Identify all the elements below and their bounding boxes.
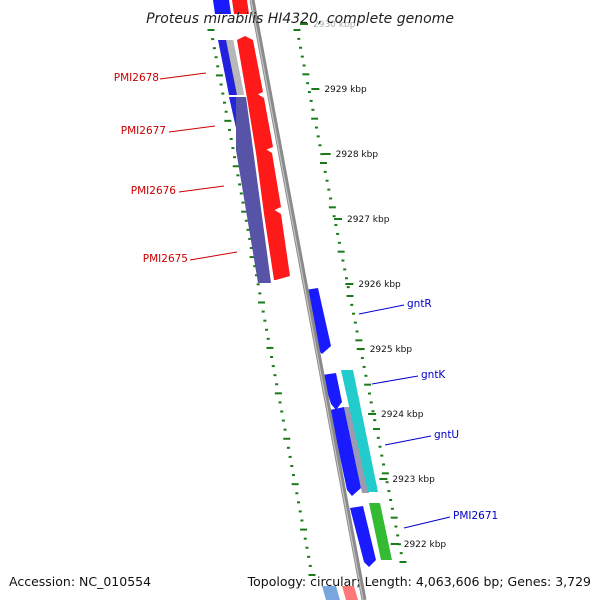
feature-red-2	[247, 93, 273, 153]
feature-blue-top	[213, 0, 231, 14]
callout-pmi2677	[168, 125, 216, 133]
left-labels: PMI2678 PMI2677 PMI2676 PMI2675	[114, 72, 238, 265]
callout-pmi2675	[189, 251, 238, 261]
scale-label-2929: 2929 kbp	[324, 85, 367, 95]
scale-labels: 2930 kbp 2929 kbp 2928 kbp 2927 kbp 2926 kbp…	[300, 20, 446, 550]
label-pmi2678: PMI2678	[114, 72, 159, 84]
feature-gntK	[322, 373, 342, 410]
label-gntK: gntK	[421, 369, 446, 381]
right-labels: gntR gntK gntU PMI2671	[358, 298, 498, 529]
feature-bottom-red	[342, 586, 358, 600]
feature-cyan	[341, 370, 378, 492]
backbone-line	[249, 0, 367, 600]
feature-gray-pmi2678	[226, 40, 244, 95]
callout-gntK	[371, 375, 419, 385]
backbone	[249, 0, 367, 600]
scale-label-2923: 2923 kbp	[392, 475, 435, 485]
label-gntU: gntU	[434, 429, 459, 441]
feature-gntR	[305, 288, 331, 354]
feature-bottom-blue	[322, 586, 340, 600]
scale-label-2928: 2928 kbp	[336, 150, 379, 160]
feature-gntU-blue	[330, 407, 361, 496]
callout-pmi2676	[178, 185, 225, 193]
feature-red-top	[232, 0, 249, 14]
label-gntR: gntR	[407, 298, 432, 310]
map-title: Proteus mirabilis HI4320, complete genom…	[146, 11, 454, 27]
feature-pmi2671-blue	[350, 506, 376, 567]
scale-label-2930: 2930 kbp	[313, 20, 356, 30]
label-pmi2671: PMI2671	[453, 510, 498, 522]
label-pmi2676: PMI2676	[131, 185, 177, 197]
feature-gntU-gray	[344, 407, 369, 493]
backbone-highlight	[250, 0, 364, 600]
feature-red-4	[264, 209, 290, 280]
callout-pmi2678	[159, 72, 207, 80]
genome-summary-text: Topology: circular; Length: 4,063,606 bp…	[247, 574, 591, 589]
callout-pmi2671	[403, 516, 451, 529]
callout-gntU	[384, 435, 432, 446]
gene-features	[213, 0, 392, 600]
scale-label-2925: 2925 kbp	[370, 345, 413, 355]
label-pmi2677: PMI2677	[121, 125, 166, 137]
callout-gntR	[358, 304, 405, 315]
feature-purple-pmi2676	[236, 97, 271, 283]
scale-label-2924: 2924 kbp	[381, 410, 424, 420]
label-pmi2675: PMI2675	[143, 253, 188, 265]
scale-label-2922: 2922 kbp	[404, 540, 447, 550]
feature-pmi2671-green	[369, 503, 392, 560]
scale-label-2926: 2926 kbp	[358, 280, 401, 290]
feature-red-3	[256, 148, 281, 214]
scale-label-2927: 2927 kbp	[347, 215, 390, 225]
feature-red-1	[237, 36, 263, 98]
accession-text: Accession: NC_010554	[9, 574, 151, 589]
